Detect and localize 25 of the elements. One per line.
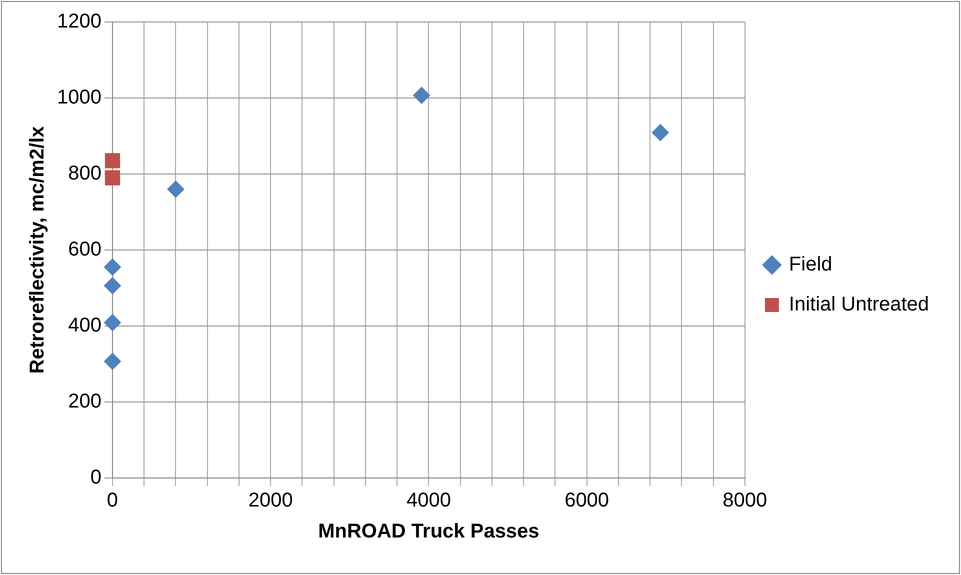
x-tick-label: 6000 [564, 490, 610, 512]
y-axis-title: Retroreflectivity, mc/m2/lx [26, 126, 49, 374]
y-tick-label: 0 [90, 466, 102, 489]
point [167, 180, 184, 198]
x-tick-label: 2000 [248, 490, 293, 512]
point [104, 170, 120, 186]
point [104, 314, 121, 332]
legend-label: Initial Untreated [788, 294, 929, 316]
point [413, 86, 430, 104]
point [104, 153, 120, 168]
y-tick-label: 800 [68, 162, 102, 185]
point [104, 277, 121, 294]
y-tick-label: 400 [68, 314, 102, 337]
y-tick-label: 200 [68, 390, 102, 413]
x-tick-label: 0 [106, 490, 118, 512]
y-tick-label: 600 [68, 238, 102, 261]
point [104, 258, 121, 276]
y-tick-label: 1200 [56, 10, 102, 33]
point [104, 352, 121, 370]
y-tick-label: 1000 [56, 86, 102, 109]
x-tick-label: 8000 [722, 490, 768, 512]
x-axis-title: MnROAD Truck Passes [318, 520, 540, 543]
point [652, 124, 669, 142]
legend-label: Field [788, 254, 832, 276]
x-tick-label: 4000 [406, 490, 451, 512]
